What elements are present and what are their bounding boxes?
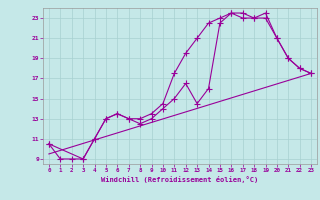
X-axis label: Windchill (Refroidissement éolien,°C): Windchill (Refroidissement éolien,°C) [101, 176, 259, 183]
